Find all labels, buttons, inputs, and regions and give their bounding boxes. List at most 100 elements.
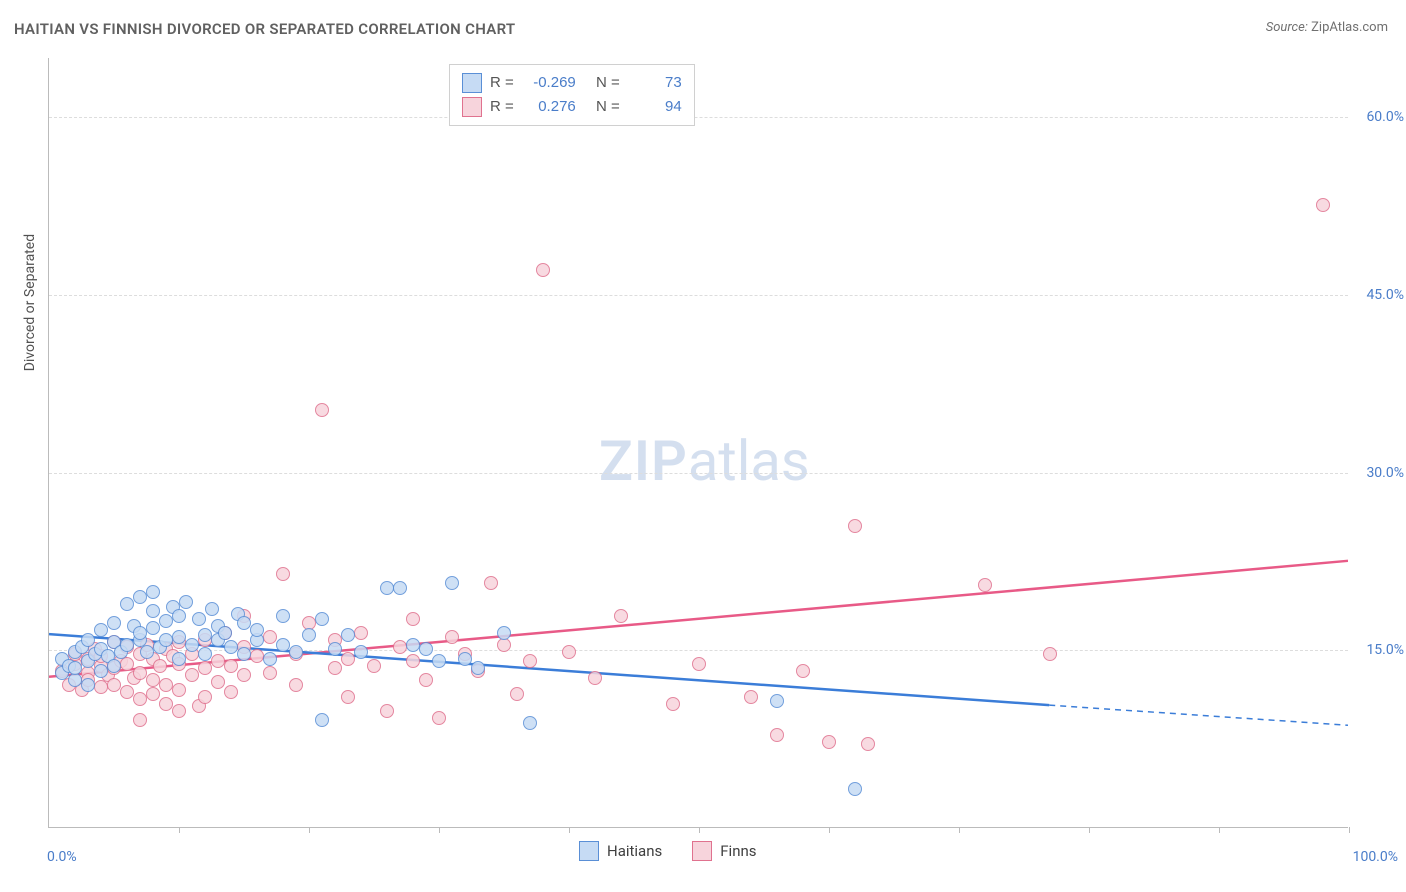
scatter-point-haitian	[497, 626, 511, 640]
scatter-point-finn	[692, 657, 706, 671]
y-axis-label: Divorced or Separated	[22, 234, 38, 371]
scatter-point-finn	[133, 692, 147, 706]
x-tick	[959, 827, 960, 833]
scatter-point-haitian	[458, 652, 472, 666]
scatter-point-haitian	[81, 633, 95, 647]
scatter-point-haitian	[432, 654, 446, 668]
scatter-point-haitian	[198, 647, 212, 661]
source-attribution: Source: ZipAtlas.com	[1266, 20, 1388, 35]
r-label-f: R =	[490, 95, 514, 119]
scatter-point-finn	[172, 683, 186, 697]
scatter-point-finn	[146, 687, 160, 701]
scatter-point-haitian	[393, 581, 407, 595]
legend-swatch-finns	[692, 841, 712, 861]
bottom-legend: Haitians Finns	[579, 841, 757, 861]
scatter-point-finn	[484, 576, 498, 590]
x-tick	[569, 827, 570, 833]
swatch-finns	[462, 97, 482, 117]
chart-title: HAITIAN VS FINNISH DIVORCED OR SEPARATED…	[14, 20, 515, 38]
scatter-point-haitian	[471, 661, 485, 675]
scatter-point-finn	[198, 661, 212, 675]
scatter-point-finn	[367, 659, 381, 673]
scatter-point-haitian	[120, 597, 134, 611]
scatter-point-finn	[354, 626, 368, 640]
y-tick-label: 45.0%	[1366, 287, 1404, 303]
scatter-point-haitian	[237, 647, 251, 661]
scatter-point-haitian	[263, 652, 277, 666]
scatter-point-finn	[237, 668, 251, 682]
scatter-point-finn	[224, 685, 238, 699]
scatter-point-haitian	[68, 661, 82, 675]
x-tick	[829, 827, 830, 833]
y-tick-label: 60.0%	[1366, 109, 1404, 125]
scatter-point-finn	[159, 678, 173, 692]
scatter-point-finn	[406, 612, 420, 626]
scatter-point-haitian	[250, 623, 264, 637]
scatter-point-finn	[263, 630, 277, 644]
r-label-h: R =	[490, 71, 514, 95]
scatter-point-finn	[588, 671, 602, 685]
scatter-point-haitian	[120, 638, 134, 652]
scatter-point-finn	[211, 654, 225, 668]
n-value-f: 94	[628, 95, 682, 119]
scatter-point-haitian	[107, 616, 121, 630]
gridline	[49, 473, 1348, 474]
scatter-point-finn	[315, 403, 329, 417]
scatter-point-haitian	[192, 612, 206, 626]
scatter-point-finn	[289, 678, 303, 692]
scatter-point-haitian	[848, 782, 862, 796]
scatter-point-finn	[393, 640, 407, 654]
x-tick	[1349, 827, 1350, 833]
scatter-point-finn	[432, 711, 446, 725]
scatter-point-haitian	[172, 609, 186, 623]
scatter-point-finn	[224, 659, 238, 673]
scatter-point-finn	[328, 661, 342, 675]
y-tick-label: 15.0%	[1366, 642, 1404, 658]
plot-area: ZIPatlas 15.0%30.0%45.0%60.0% R = -0.269…	[48, 58, 1348, 828]
scatter-point-haitian	[328, 642, 342, 656]
scatter-point-haitian	[419, 642, 433, 656]
scatter-point-haitian	[179, 595, 193, 609]
scatter-point-finn	[536, 263, 550, 277]
x-tick	[1089, 827, 1090, 833]
scatter-point-finn	[153, 659, 167, 673]
scatter-point-finn	[861, 737, 875, 751]
scatter-point-finn	[1043, 647, 1057, 661]
scatter-point-haitian	[198, 628, 212, 642]
scatter-point-haitian	[770, 694, 784, 708]
scatter-point-haitian	[205, 602, 219, 616]
scatter-point-haitian	[406, 638, 420, 652]
correlation-chart: HAITIAN VS FINNISH DIVORCED OR SEPARATED…	[0, 0, 1406, 892]
x-tick	[309, 827, 310, 833]
legend-label-haitians: Haitians	[607, 842, 662, 860]
r-value-f: 0.276	[522, 95, 576, 119]
scatter-point-finn	[133, 666, 147, 680]
scatter-point-finn	[614, 609, 628, 623]
scatter-point-haitian	[172, 652, 186, 666]
x-tick	[179, 827, 180, 833]
scatter-point-haitian	[315, 612, 329, 626]
swatch-haitians	[462, 73, 482, 93]
scatter-point-finn	[562, 645, 576, 659]
watermark: ZIPatlas	[599, 428, 810, 494]
scatter-point-finn	[380, 704, 394, 718]
scatter-point-finn	[211, 675, 225, 689]
scatter-point-finn	[341, 652, 355, 666]
scatter-point-finn	[822, 735, 836, 749]
scatter-point-haitian	[289, 645, 303, 659]
scatter-point-finn	[666, 697, 680, 711]
scatter-point-finn	[146, 673, 160, 687]
scatter-point-haitian	[237, 616, 251, 630]
scatter-point-haitian	[224, 640, 238, 654]
scatter-point-haitian	[133, 626, 147, 640]
n-value-h: 73	[628, 71, 682, 95]
legend-item-finns: Finns	[692, 841, 756, 861]
scatter-point-finn	[796, 664, 810, 678]
x-tick	[699, 827, 700, 833]
scatter-point-haitian	[218, 626, 232, 640]
stats-row-finns: R = 0.276 N = 94	[462, 95, 682, 119]
scatter-point-finn	[523, 654, 537, 668]
scatter-point-finn	[445, 630, 459, 644]
scatter-point-finn	[510, 687, 524, 701]
scatter-point-finn	[120, 685, 134, 699]
